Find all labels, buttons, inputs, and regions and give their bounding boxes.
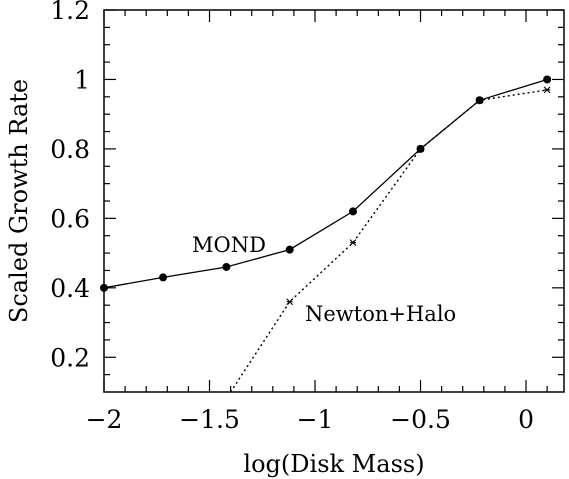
y-axis-label: Scaled Growth Rate [5,79,33,323]
y-tick-label: 1.2 [50,0,90,25]
series-line-mond [103,78,548,289]
x-tick-label: −1.5 [179,405,240,434]
series-label-newton-halo: Newton+Halo [305,302,456,326]
data-point-mond [285,245,294,254]
y-tick-label: 0.2 [50,343,90,372]
y-tick-label: 0.6 [50,204,90,233]
data-series [100,75,552,393]
series-label-mond: MOND [192,233,266,257]
data-point-newton-halo [476,96,483,104]
series-line-newton-halo [230,89,548,393]
x-axis-label: log(Disk Mass) [243,450,424,478]
x-tick-label: −0.5 [390,405,451,434]
data-point-mond [159,273,168,282]
x-tick-label: −2 [86,405,123,434]
data-point-mond [222,262,231,271]
data-point-newton-halo [349,239,357,247]
data-point-mond [100,283,108,292]
data-point-mond [348,207,357,216]
plot-frame [103,9,565,393]
axis-ticks: −2 −1.5 −1 −0.5 0 0.2 0.4 0.6 0.8 1 1.2 [50,0,564,434]
x-tick-label: −1 [297,405,334,434]
y-tick-label: 1 [74,65,90,94]
data-point-mond [543,75,552,84]
data-point-newton-halo [543,86,551,94]
x-tick-label: 0 [518,405,534,434]
y-tick-label: 0.8 [50,135,90,164]
data-point-newton-halo [417,145,424,153]
data-point-newton-halo [286,298,294,306]
y-tick-label: 0.4 [50,274,90,303]
